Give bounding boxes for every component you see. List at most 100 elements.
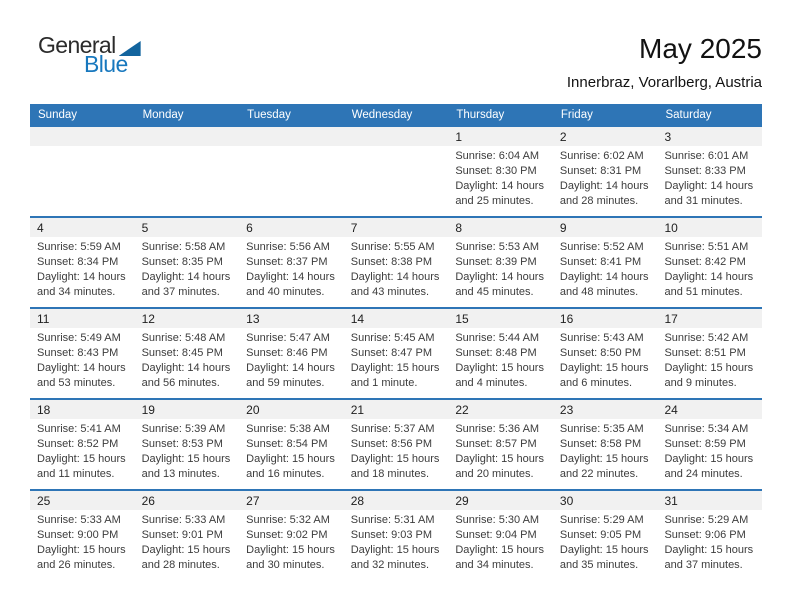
daylight-line: Daylight: 14 hours bbox=[246, 271, 335, 283]
daylight-line-2: and 53 minutes. bbox=[37, 377, 116, 389]
sunset-line: Sunset: 9:05 PM bbox=[559, 529, 642, 541]
day-number: 28 bbox=[350, 493, 365, 508]
week-row: 18 19 20 21 22 23 24 Sunrise: 5:41 AM Sunset: 8:… bbox=[30, 398, 762, 489]
day-cell bbox=[239, 146, 344, 216]
sunset-line: Sunset: 8:46 PM bbox=[246, 347, 328, 359]
sunset-line: Sunset: 8:39 PM bbox=[455, 256, 537, 268]
daylight-line: Daylight: 15 hours bbox=[559, 544, 649, 556]
sunrise-line: Sunrise: 5:35 AM bbox=[559, 423, 644, 435]
day-number: 9 bbox=[559, 220, 567, 235]
sunset-line: Sunset: 8:41 PM bbox=[559, 256, 642, 268]
sunrise-line: Sunrise: 5:53 AM bbox=[455, 241, 540, 253]
sunrise-line: Sunrise: 5:43 AM bbox=[559, 332, 644, 344]
day-cell: Sunrise: 5:44 AM Sunset: 8:48 PM Daylight:… bbox=[448, 328, 553, 398]
day-cell: Sunrise: 5:43 AM Sunset: 8:50 PM Daylight:… bbox=[553, 328, 658, 398]
day-number: 22 bbox=[455, 402, 469, 417]
day-number: 23 bbox=[559, 402, 574, 417]
week-body: Sunrise: 6:04 AM Sunset: 8:30 PM Daylight:… bbox=[30, 146, 762, 216]
sunrise-line: Sunrise: 5:48 AM bbox=[141, 332, 226, 344]
sunset-line: Sunset: 8:50 PM bbox=[559, 347, 642, 359]
sunrise-line: Sunrise: 6:02 AM bbox=[559, 150, 644, 162]
day-number: 18 bbox=[37, 402, 51, 417]
weekday-tuesday: Tuesday bbox=[247, 108, 291, 121]
day-number: 17 bbox=[664, 311, 678, 326]
sunset-line: Sunset: 8:47 PM bbox=[350, 347, 433, 359]
daylight-line: Daylight: 15 hours bbox=[246, 544, 335, 556]
daylight-line: Daylight: 15 hours bbox=[559, 362, 649, 374]
daylight-line-2: and 34 minutes. bbox=[37, 286, 116, 298]
day-cell: Sunrise: 5:56 AM Sunset: 8:37 PM Daylight:… bbox=[239, 237, 344, 307]
daylight-line: Daylight: 14 hours bbox=[455, 180, 544, 192]
day-number: 24 bbox=[664, 402, 678, 417]
sunrise-line: Sunrise: 5:37 AM bbox=[350, 423, 435, 435]
sunrise-line: Sunrise: 5:36 AM bbox=[455, 423, 540, 435]
day-cell: Sunrise: 5:48 AM Sunset: 8:45 PM Daylight:… bbox=[135, 328, 240, 398]
day-number: 25 bbox=[37, 493, 51, 508]
daylight-line: Daylight: 14 hours bbox=[664, 271, 754, 283]
daylight-line-2: and 1 minute. bbox=[350, 377, 418, 389]
day-cell: Sunrise: 5:41 AM Sunset: 8:52 PM Daylight:… bbox=[30, 419, 135, 489]
daylight-line: Daylight: 14 hours bbox=[455, 271, 544, 283]
daylight-line: Daylight: 15 hours bbox=[455, 544, 544, 556]
daylight-line-2: and 11 minutes. bbox=[37, 468, 115, 480]
day-number: 27 bbox=[246, 493, 260, 508]
day-cell: Sunrise: 5:55 AM Sunset: 8:38 PM Daylight:… bbox=[344, 237, 449, 307]
sunrise-line: Sunrise: 5:38 AM bbox=[246, 423, 330, 435]
day-number: 31 bbox=[664, 493, 678, 508]
page-title: May 2025 bbox=[639, 33, 762, 64]
week-row: 25 26 27 28 29 30 31 Sunrise: 5:33 AM Sunset: 9:… bbox=[30, 489, 762, 580]
sunrise-line: Sunrise: 5:33 AM bbox=[37, 514, 121, 526]
weekday-friday: Friday bbox=[560, 108, 593, 121]
daylight-line: Daylight: 15 hours bbox=[246, 453, 335, 465]
week-row: 1 2 3 Sunrise: 6:04 AM Sunset: 8:30 PM Daylig… bbox=[30, 125, 762, 216]
day-number: 13 bbox=[246, 311, 260, 326]
logo-text-general: General bbox=[38, 32, 116, 58]
daylight-line: Daylight: 14 hours bbox=[559, 271, 649, 283]
daylight-line: Daylight: 15 hours bbox=[350, 453, 440, 465]
day-number: 14 bbox=[350, 311, 365, 326]
day-cell bbox=[30, 146, 135, 216]
title-block: May 2025 Innerbraz, Vorarlberg, Austria bbox=[567, 33, 762, 91]
day-cell: Sunrise: 5:34 AM Sunset: 8:59 PM Daylight:… bbox=[657, 419, 762, 489]
sunrise-line: Sunrise: 5:33 AM bbox=[141, 514, 226, 526]
sunrise-line: Sunrise: 5:34 AM bbox=[664, 423, 749, 435]
daylight-line-2: and 43 minutes. bbox=[350, 286, 430, 298]
day-cell: Sunrise: 5:38 AM Sunset: 8:54 PM Daylight:… bbox=[239, 419, 344, 489]
day-cell: Sunrise: 5:59 AM Sunset: 8:34 PM Daylight:… bbox=[30, 237, 135, 307]
sunset-line: Sunset: 8:35 PM bbox=[141, 256, 223, 268]
sunset-line: Sunset: 9:00 PM bbox=[37, 529, 119, 541]
day-cell: Sunrise: 6:02 AM Sunset: 8:31 PM Daylight:… bbox=[553, 146, 658, 216]
sunset-line: Sunset: 8:43 PM bbox=[37, 347, 119, 359]
day-cell: Sunrise: 5:53 AM Sunset: 8:39 PM Daylight:… bbox=[448, 237, 553, 307]
sunset-line: Sunset: 9:03 PM bbox=[350, 529, 433, 541]
sunrise-line: Sunrise: 5:41 AM bbox=[37, 423, 121, 435]
sunset-line: Sunset: 8:42 PM bbox=[664, 256, 746, 268]
daylight-line-2: and 18 minutes. bbox=[350, 468, 430, 480]
daylight-line-2: and 51 minutes. bbox=[664, 286, 743, 298]
day-number: 19 bbox=[141, 402, 155, 417]
sunrise-line: Sunrise: 5:42 AM bbox=[664, 332, 749, 344]
weekday-saturday: Saturday bbox=[665, 108, 712, 121]
sunrise-line: Sunrise: 5:32 AM bbox=[246, 514, 330, 526]
day-number: 16 bbox=[559, 311, 574, 326]
daylight-line-2: and 28 minutes. bbox=[141, 559, 220, 571]
sunset-line: Sunset: 9:01 PM bbox=[141, 529, 223, 541]
daylight-line-2: and 30 minutes. bbox=[246, 559, 325, 571]
daylight-line: Daylight: 14 hours bbox=[37, 362, 126, 374]
sunset-line: Sunset: 8:59 PM bbox=[664, 438, 746, 450]
day-number: 2 bbox=[559, 129, 567, 144]
day-cell: Sunrise: 5:33 AM Sunset: 9:01 PM Daylight:… bbox=[135, 510, 240, 580]
weekday-sunday: Sunday bbox=[38, 108, 78, 121]
week-body: Sunrise: 5:59 AM Sunset: 8:34 PM Daylight:… bbox=[30, 237, 762, 307]
day-cell: Sunrise: 5:36 AM Sunset: 8:57 PM Daylight:… bbox=[448, 419, 553, 489]
sunset-line: Sunset: 8:34 PM bbox=[37, 256, 119, 268]
sunset-line: Sunset: 8:52 PM bbox=[37, 438, 119, 450]
daylight-line-2: and 24 minutes. bbox=[664, 468, 743, 480]
daylight-line: Daylight: 14 hours bbox=[246, 362, 335, 374]
sunset-line: Sunset: 9:06 PM bbox=[664, 529, 746, 541]
day-cell bbox=[135, 146, 240, 216]
sunset-line: Sunset: 8:37 PM bbox=[246, 256, 328, 268]
day-number: 7 bbox=[350, 220, 358, 235]
day-cell: Sunrise: 5:30 AM Sunset: 9:04 PM Daylight:… bbox=[448, 510, 553, 580]
